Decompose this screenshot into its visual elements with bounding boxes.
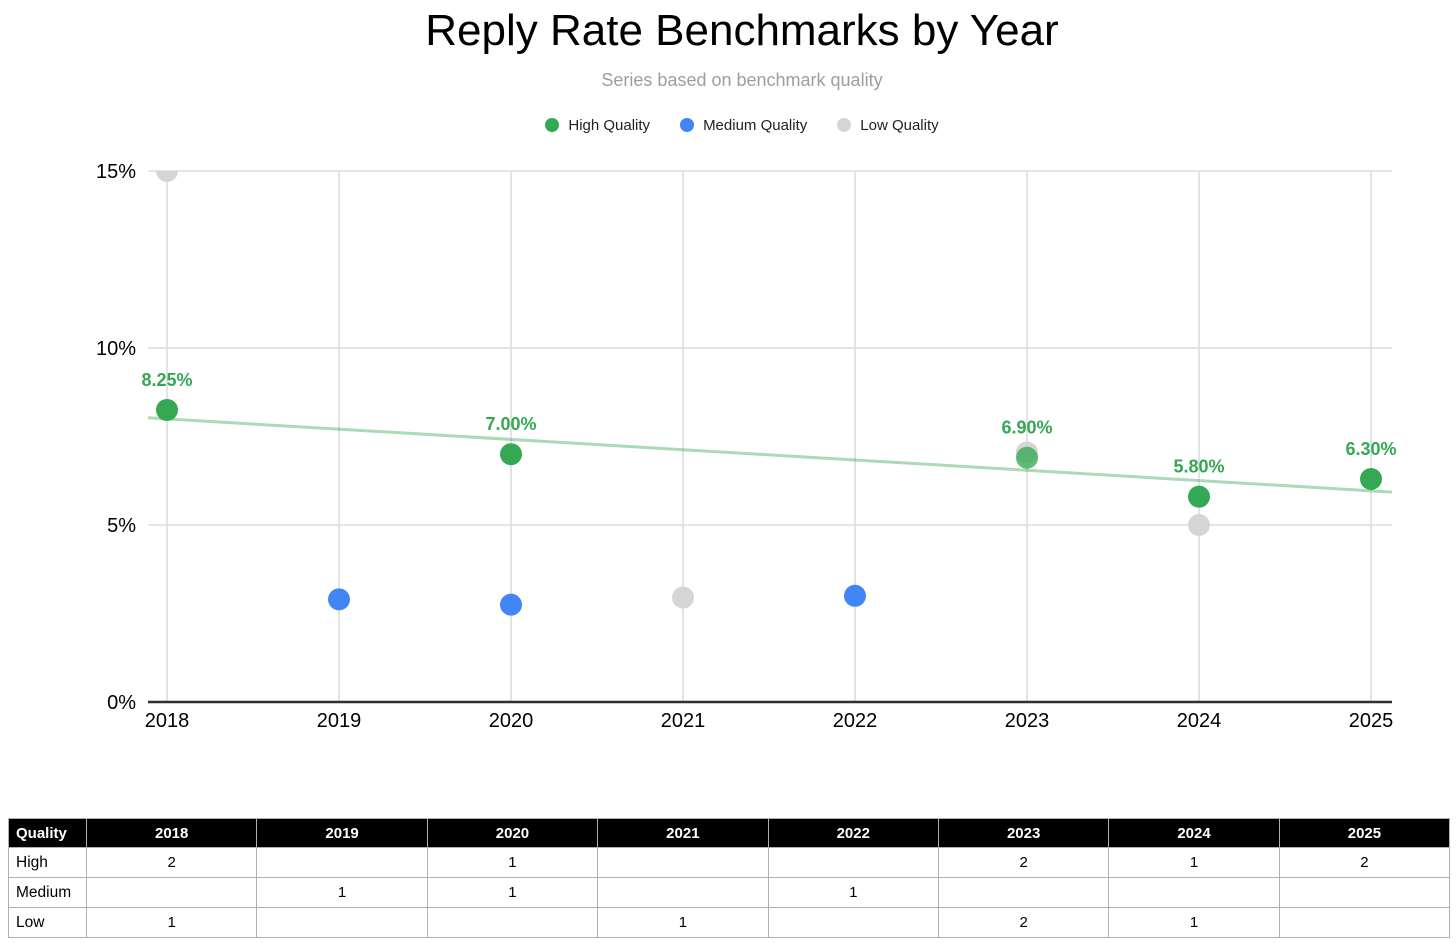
table-cell-low-2021: 1: [597, 907, 769, 938]
table-cell-low-2020: [426, 907, 599, 938]
table-cell-high-2019: [256, 847, 428, 878]
high-quality-dot-icon: [545, 118, 560, 132]
legend-label: Medium Quality: [703, 116, 808, 134]
x-tick-label-2018: 2018: [145, 710, 190, 732]
table-cell-low-2022: [767, 907, 939, 938]
row-label-medium: Medium: [8, 877, 87, 908]
table-cell-low-2025: [1278, 907, 1451, 938]
legend-label: Low Quality: [860, 116, 939, 134]
table-cell-medium-2024: [1108, 877, 1280, 908]
x-tick-label-2022: 2022: [833, 710, 878, 732]
table-cell-medium-2022: 1: [767, 877, 939, 908]
table-header-2018: 2018: [85, 818, 258, 848]
y-tick-label-10%: 10%: [96, 338, 136, 360]
chart-subtitle: Series based on benchmark quality: [601, 70, 883, 90]
table-row-low: Low 1 1 2 1: [8, 907, 1451, 938]
data-point-high-quality-2018: [156, 398, 178, 421]
table-cell-medium-2019: 1: [256, 877, 428, 908]
table-header-2020: 2020: [426, 818, 599, 848]
table-cell-low-2024: 1: [1108, 907, 1280, 938]
legend-item-low-quality: Low Quality: [837, 116, 939, 134]
table-header-2019: 2019: [256, 818, 428, 848]
table-cell-medium-2018: [85, 877, 258, 908]
table-row-medium: Medium 1 1 1: [8, 877, 1451, 908]
medium-quality-dot-icon: [680, 118, 695, 132]
table-cell-low-2023: 2: [937, 907, 1110, 938]
row-label-high: High: [8, 847, 87, 878]
chart-legend: High Quality Medium Quality Low Quality: [14, 112, 1456, 138]
x-tick-label-2023: 2023: [1005, 710, 1050, 732]
table-header-2023: 2023: [937, 818, 1110, 848]
data-points: [156, 171, 1382, 616]
legend-label: High Quality: [568, 116, 651, 134]
data-point-high-quality-2023: [1016, 446, 1038, 469]
x-tick-label-2025: 2025: [1349, 710, 1394, 732]
data-point-medium-quality-2022: [844, 584, 866, 607]
quality-count-table: Quality 2018 2019 2020 2021 2022 2023 2024 2025 H…: [8, 818, 1451, 938]
table-cell-high-2025: 2: [1278, 847, 1451, 878]
table-header-row: Quality 2018 2019 2020 2021 2022 2023 2024 2025: [8, 818, 1451, 848]
table-cell-high-2018: 2: [85, 847, 258, 878]
point-label-2023: 6.90%: [1001, 418, 1052, 438]
trendline-high-quality: [147, 416, 1393, 494]
data-point-low-quality-2021: [672, 586, 694, 609]
table-cell-low-2019: [256, 907, 428, 938]
table-cell-medium-2023: [937, 877, 1110, 908]
table-cell-high-2021: [597, 847, 769, 878]
data-point-high-quality-2020: [500, 443, 522, 466]
data-point-high-quality-2025: [1360, 467, 1382, 490]
chart-title: Reply Rate Benchmarks by Year: [425, 6, 1059, 55]
data-point-low-quality-2018: [156, 171, 178, 182]
x-tick-label-2020: 2020: [489, 710, 534, 732]
table-header-2022: 2022: [767, 818, 939, 848]
table-header-2025: 2025: [1278, 818, 1451, 848]
table-header-quality: Quality: [8, 818, 87, 848]
reply-rate-scatter-chart: 0% 5% 10% 15% 2018 2019 2020 2021 2022 2023 2024 20…: [96, 161, 1397, 732]
x-tick-label-2024: 2024: [1177, 710, 1222, 732]
table-cell-high-2022: [767, 847, 939, 878]
point-label-2020: 7.00%: [485, 414, 536, 434]
x-tick-label-2019: 2019: [317, 710, 362, 732]
table-row-high: High 2 1 2 1 2: [8, 847, 1451, 878]
table-cell-medium-2020: 1: [426, 877, 599, 908]
data-point-low-quality-2024: [1188, 514, 1210, 536]
table-cell-low-2018: 1: [85, 907, 258, 938]
data-point-medium-quality-2019: [328, 588, 350, 611]
table-header-2021: 2021: [597, 818, 769, 848]
table-cell-medium-2021: [597, 877, 769, 908]
point-label-2024: 5.80%: [1173, 457, 1224, 477]
table-header-2024: 2024: [1108, 818, 1280, 848]
data-point-high-quality-2024: [1188, 485, 1210, 508]
data-point-medium-quality-2020: [500, 593, 522, 616]
row-label-low: Low: [8, 907, 87, 938]
table-cell-high-2023: 2: [937, 847, 1110, 878]
y-tick-label-0%: 0%: [107, 692, 136, 714]
point-label-2018: 8.25%: [141, 370, 192, 390]
y-tick-label-15%: 15%: [96, 161, 136, 183]
legend-item-high-quality: High Quality: [545, 117, 650, 134]
low-quality-dot-icon: [837, 118, 852, 132]
table-cell-high-2024: 1: [1108, 847, 1280, 878]
table-cell-high-2020: 1: [426, 847, 599, 878]
table-cell-medium-2025: [1278, 877, 1451, 908]
x-tick-label-2021: 2021: [661, 710, 706, 732]
legend-item-medium-quality: Medium Quality: [680, 117, 807, 134]
point-label-2025: 6.30%: [1345, 439, 1396, 459]
y-tick-label-5%: 5%: [107, 515, 136, 537]
